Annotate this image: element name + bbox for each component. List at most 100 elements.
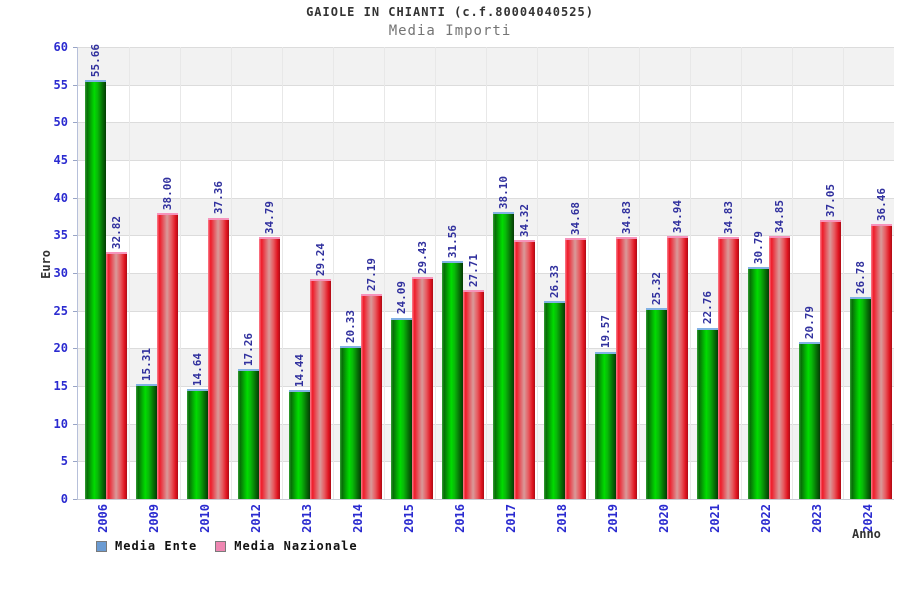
y-axis-tick (73, 122, 77, 123)
x-gridline (843, 47, 844, 499)
x-gridline (639, 47, 640, 499)
bar-value-label: 26.78 (854, 261, 867, 295)
bar-value-label: 34.94 (671, 199, 684, 233)
bar-value-label: 37.05 (824, 183, 837, 217)
x-axis-year-label: 2010 (198, 504, 212, 533)
y-axis-tick (73, 47, 77, 48)
y-axis-tick (73, 386, 77, 387)
bar-media-nazionale (463, 290, 484, 499)
x-gridline (333, 47, 334, 499)
y-axis-tick-label: 50 (53, 115, 68, 130)
bar-media-ente (646, 308, 667, 499)
bar-value-label: 34.68 (569, 201, 582, 235)
bar-media-nazionale (310, 278, 331, 499)
bar-value-label: 15.31 (140, 347, 153, 381)
y-axis-tick (73, 235, 77, 236)
bar-value-label: 14.44 (293, 354, 306, 388)
bar-media-ente (493, 211, 514, 499)
bar-value-label: 34.83 (722, 200, 735, 234)
y-axis-tick-label: 35 (53, 228, 68, 243)
bar-media-ente (187, 388, 208, 499)
x-gridline (588, 47, 589, 499)
y-axis-tick-label: 45 (53, 153, 68, 167)
bar-media-ente (136, 383, 157, 499)
y-axis-tick-label: 15 (53, 379, 68, 393)
bar-value-label: 22.76 (701, 291, 714, 325)
bar-value-label: 14.64 (191, 352, 204, 386)
x-axis-year-label: 2018 (555, 504, 569, 533)
bar-value-label: 38.10 (497, 175, 510, 209)
bar-media-nazionale (820, 219, 841, 499)
y-axis-tick (73, 311, 77, 312)
bar-value-label: 26.33 (548, 264, 561, 298)
bar-media-ente (850, 297, 871, 499)
x-gridline (231, 47, 232, 499)
y-axis-tick (73, 424, 77, 425)
bar-value-label: 24.09 (395, 281, 408, 315)
x-gridline (792, 47, 793, 499)
x-axis-year-label: 2019 (606, 504, 620, 533)
y-axis-tick-label: 55 (53, 77, 68, 92)
legend-label: Media Nazionale (234, 539, 358, 553)
legend-item-media-nazionale: Media Nazionale (215, 539, 357, 553)
bar-media-nazionale (157, 212, 178, 499)
y-axis-tick (73, 348, 77, 349)
bar-value-label: 37.36 (212, 181, 225, 215)
bar-value-label: 17.26 (242, 332, 255, 366)
x-axis-year-label: 2009 (147, 504, 161, 533)
x-axis-year-label: 2020 (657, 504, 671, 533)
bar-value-label: 19.57 (599, 315, 612, 349)
bar-media-nazionale (412, 277, 433, 499)
bar-media-ente (748, 267, 769, 499)
bar-media-nazionale (361, 294, 382, 499)
bar-media-nazionale (259, 236, 280, 499)
bar-media-ente (799, 342, 820, 499)
bar-value-label: 34.83 (620, 200, 633, 234)
bar-value-label: 55.66 (89, 43, 102, 77)
plot-area: 55.66 32.82 15.31 38.00 14.64 37.36 17.26 34.79… (77, 43, 894, 500)
media-ente-swatch-icon (96, 540, 107, 552)
bar-media-nazionale (871, 224, 892, 499)
bar-media-nazionale (208, 217, 229, 499)
bar-media-ente (289, 390, 310, 499)
y-axis-tick (73, 461, 77, 462)
x-axis-year-label: 2023 (810, 504, 824, 533)
x-axis-year-label: 2013 (300, 504, 314, 533)
legend-label: Media Ente (115, 539, 198, 553)
media-nazionale-swatch-icon (215, 540, 227, 552)
bar-value-label: 25.32 (650, 272, 663, 306)
y-axis-tick (73, 273, 77, 274)
bar-value-label: 20.79 (803, 306, 816, 340)
y-axis-tick-label: 0 (60, 492, 68, 506)
x-axis-year-label: 2022 (759, 504, 773, 533)
x-axis-year-label: 2014 (351, 504, 365, 533)
bar-value-label: 29.43 (416, 241, 429, 275)
legend: Media Ente Media Nazionale (96, 539, 358, 553)
bar-value-label: 29.24 (314, 242, 327, 276)
bar-media-ente (340, 345, 361, 499)
bar-media-ente (544, 300, 565, 499)
x-gridline (741, 47, 742, 499)
bar-value-label: 34.32 (518, 204, 531, 238)
bar-media-ente (85, 79, 106, 499)
x-gridline (486, 47, 487, 499)
y-axis-tick-label: 20 (53, 341, 68, 356)
x-axis-title: Anno (852, 527, 881, 541)
bar-media-nazionale (514, 240, 535, 499)
bar-media-ente (697, 327, 718, 499)
bar-media-nazionale (616, 236, 637, 499)
x-gridline (690, 47, 691, 499)
legend-item-media-ente: Media Ente (96, 539, 197, 553)
bar-value-label: 27.19 (365, 258, 378, 292)
x-axis-year-label: 2016 (453, 504, 467, 533)
y-axis-tick (73, 85, 77, 86)
x-gridline (537, 47, 538, 499)
x-gridline (129, 47, 130, 499)
bar-value-label: 36.46 (875, 188, 888, 222)
bar-value-label: 34.85 (773, 200, 786, 234)
y-axis-tick-label: 5 (60, 454, 68, 469)
bar-media-nazionale (667, 235, 688, 499)
bar-value-label: 32.82 (110, 215, 123, 249)
bar-value-label: 30.79 (752, 230, 765, 265)
bar-value-label: 20.33 (344, 309, 357, 343)
